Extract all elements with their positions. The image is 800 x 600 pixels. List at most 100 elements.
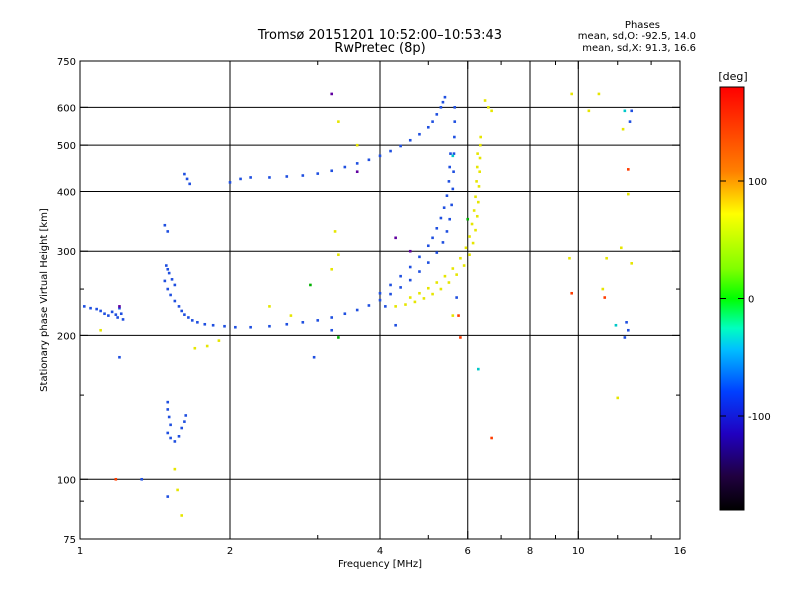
data-point [459,256,462,260]
data-points [82,92,634,517]
data-point [452,152,456,155]
data-point [337,120,340,123]
y-tick-label: 200 [57,331,76,342]
data-point [173,440,177,443]
data-point [468,235,471,238]
data-point [620,246,623,250]
data-point [408,296,412,299]
data-point [426,125,430,129]
data-point [597,92,601,96]
data-point [316,172,320,175]
data-point [435,281,439,284]
x-tick-label: 2 [227,546,233,557]
data-point [367,158,371,162]
data-point [418,291,421,295]
data-point [630,262,634,265]
data-point [570,291,573,295]
data-point [426,244,430,248]
colorbar-ticks: 100 0 -100 [720,177,771,423]
data-point [205,344,209,348]
data-point [477,200,480,204]
data-point [173,467,177,471]
data-point [173,299,177,303]
data-point [475,180,478,183]
data-point [378,298,382,302]
data-point [203,322,207,326]
x-tick-label: 10 [572,546,585,557]
data-point [82,305,86,308]
y-tick-label: 75 [63,535,76,546]
data-point [188,182,191,186]
data-point [316,319,320,322]
data-point [441,100,445,104]
data-point [289,314,293,317]
data-point [140,477,144,481]
data-point [166,287,170,291]
data-point [166,267,170,271]
data-point [89,306,92,310]
data-point [452,170,455,174]
data-point [439,216,443,220]
data-point [169,436,172,440]
data-point [166,495,170,498]
data-point [418,270,421,273]
y-tick-label: 400 [57,187,76,198]
colorbar-label: [deg] [718,70,747,83]
x-tick-label: 16 [674,546,687,557]
data-point [177,305,181,308]
data-point [408,278,412,282]
data-point [330,267,334,271]
data-point [180,309,184,313]
data-point [118,306,121,310]
data-point [453,135,456,139]
data-point [451,267,455,270]
data-point [285,175,289,178]
data-point [476,152,479,155]
data-point [193,346,197,350]
data-point [234,325,237,329]
data-point [337,253,340,257]
data-point [445,230,449,233]
data-point [399,274,402,278]
data-point [628,120,632,123]
data-point [239,177,242,181]
data-point [355,170,359,174]
data-point [166,408,170,411]
data-point [399,286,402,289]
data-point [167,415,171,419]
data-point [166,400,170,404]
data-point [95,307,98,311]
data-point [468,253,471,257]
data-point [99,328,102,332]
data-point [190,319,194,322]
data-point [587,109,591,113]
data-point [455,273,458,276]
data-point [625,321,628,324]
data-point [623,109,627,113]
data-point [479,143,482,147]
data-point [309,283,312,287]
data-point [301,321,305,324]
data-point [439,106,443,109]
data-point [211,323,215,327]
data-point [228,181,232,184]
data-point [474,228,477,232]
data-point [466,217,470,221]
data-point [451,314,455,317]
data-point [107,314,110,317]
data-point [448,165,452,169]
data-point [627,328,630,332]
data-point [426,261,430,264]
data-point [378,291,382,295]
data-point [470,222,474,226]
data-point [630,109,634,113]
data-point [378,154,382,158]
data-point [118,355,121,359]
data-point [217,339,221,342]
data-point [451,154,455,158]
data-point [183,420,186,423]
data-point [118,305,121,308]
data-point [114,313,118,316]
data-point [110,310,114,314]
data-point [453,106,457,109]
